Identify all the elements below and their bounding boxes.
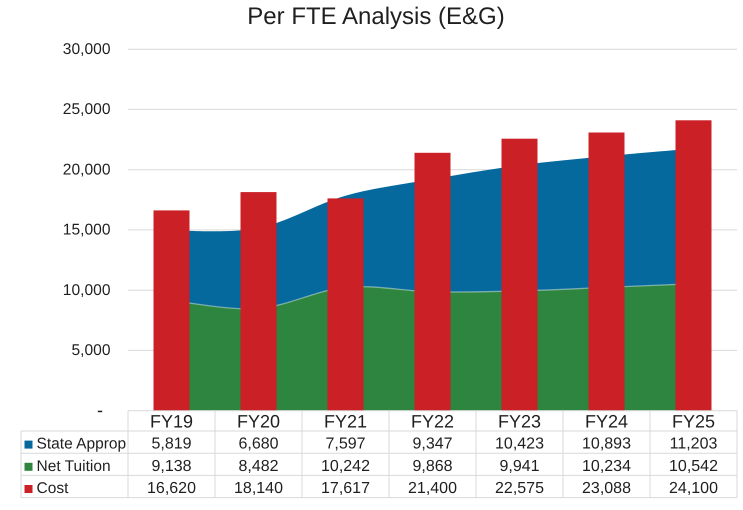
svg-text:16,620: 16,620 — [147, 480, 196, 497]
svg-text:FY21: FY21 — [324, 412, 367, 432]
svg-text:7,597: 7,597 — [325, 436, 365, 453]
svg-text:FY25: FY25 — [672, 412, 715, 432]
svg-text:9,941: 9,941 — [499, 458, 539, 475]
svg-text:State Approp: State Approp — [37, 436, 127, 453]
svg-text:10,000: 10,000 — [63, 282, 111, 299]
svg-text:20,000: 20,000 — [63, 161, 111, 178]
svg-text:Per FTE Analysis (E&G): Per FTE Analysis (E&G) — [247, 3, 504, 30]
svg-text:22,575: 22,575 — [495, 480, 544, 497]
svg-text:9,138: 9,138 — [151, 458, 191, 475]
svg-text:8,482: 8,482 — [238, 458, 278, 475]
svg-text:6,680: 6,680 — [238, 436, 278, 453]
svg-text:23,088: 23,088 — [582, 480, 631, 497]
svg-text:5,000: 5,000 — [71, 342, 110, 359]
svg-text:10,893: 10,893 — [582, 436, 631, 453]
svg-text:Cost: Cost — [37, 480, 70, 497]
svg-text:FY20: FY20 — [237, 412, 280, 432]
svg-text:9,868: 9,868 — [412, 458, 452, 475]
svg-text:Net Tuition: Net Tuition — [37, 458, 111, 475]
svg-text:11,203: 11,203 — [670, 436, 718, 453]
svg-text:FY19: FY19 — [150, 412, 193, 432]
svg-text:25,000: 25,000 — [63, 101, 111, 118]
svg-text:18,140: 18,140 — [234, 480, 283, 497]
svg-text:FY24: FY24 — [585, 412, 628, 432]
svg-text:10,242: 10,242 — [321, 458, 370, 475]
svg-text:15,000: 15,000 — [63, 222, 111, 239]
svg-text:FY23: FY23 — [498, 412, 541, 432]
svg-text:17,617: 17,617 — [321, 480, 370, 497]
svg-text:10,234: 10,234 — [582, 458, 631, 475]
svg-text:21,400: 21,400 — [408, 480, 457, 497]
svg-text:5,819: 5,819 — [151, 436, 191, 453]
svg-text:10,423: 10,423 — [495, 436, 544, 453]
svg-text:FY22: FY22 — [411, 412, 454, 432]
svg-text:9,347: 9,347 — [412, 436, 452, 453]
svg-text:30,000: 30,000 — [63, 41, 111, 58]
svg-text:10,542: 10,542 — [669, 458, 718, 475]
svg-text:24,100: 24,100 — [669, 480, 718, 497]
